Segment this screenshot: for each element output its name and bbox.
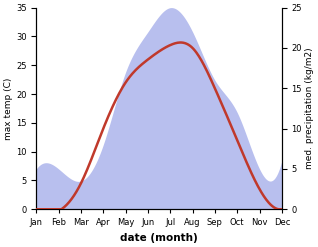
Y-axis label: max temp (C): max temp (C) <box>4 77 13 140</box>
X-axis label: date (month): date (month) <box>120 233 198 243</box>
Y-axis label: med. precipitation (kg/m2): med. precipitation (kg/m2) <box>305 48 314 169</box>
